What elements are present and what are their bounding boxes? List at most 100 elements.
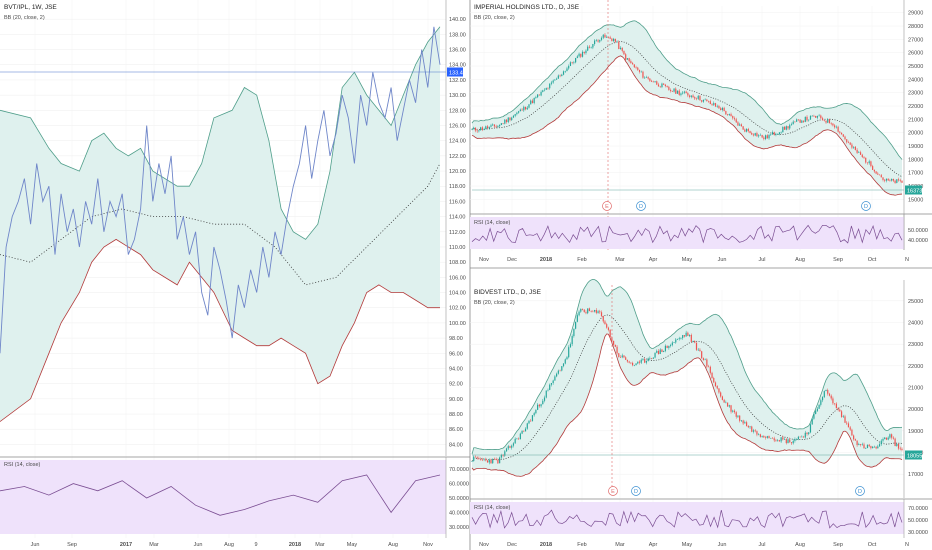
imperial-dividend-marker-2[interactable]: D xyxy=(861,201,871,211)
bidvest-candle xyxy=(697,349,699,351)
bidvest-candle xyxy=(480,459,482,460)
imperial-candle xyxy=(787,126,789,129)
left-price-axis[interactable]: 140.00 138.00 136.00 134.00 132.00 130.00 128.… xyxy=(449,17,466,448)
bidvest-candle xyxy=(752,430,755,432)
imperial-candle xyxy=(499,125,501,127)
bidvest-candle xyxy=(585,312,587,314)
left-price-tick: 124.00 xyxy=(449,139,466,145)
imperial-candle xyxy=(509,117,511,121)
bidvest-candle xyxy=(485,459,487,461)
bidvest-candle xyxy=(573,328,575,337)
bidvest-candle xyxy=(759,434,761,437)
imperial-candle xyxy=(858,152,860,153)
imperial-candle xyxy=(742,126,744,130)
imperial-candle xyxy=(683,91,686,93)
bidvest-candle xyxy=(687,332,689,336)
left-time-axis[interactable]: Jun Sep 2017 Mar Jun Aug 9 2018 Mar May Aug Nov xyxy=(31,542,434,548)
imperial-candle xyxy=(804,116,806,122)
imperial-candle xyxy=(828,119,831,124)
imperial-candle xyxy=(887,178,889,181)
imperial-candle xyxy=(616,41,618,43)
imperial-candle xyxy=(523,106,525,111)
imperial-candle xyxy=(490,125,492,127)
imperial-rsi-tick-2: 40.0000 xyxy=(908,238,928,244)
bidvest-candle xyxy=(889,434,891,438)
left-chart-panel: BVT/IPL, 1W, JSE BB (20, close, 2) 140.0… xyxy=(0,0,466,538)
left-time-tick: 2017 xyxy=(120,542,132,548)
bidvest-candle xyxy=(599,311,601,313)
imperial-price-tick: 24000 xyxy=(908,77,923,83)
imperial-rsi-label: RSI (14, close) xyxy=(474,220,511,226)
bidvest-candle xyxy=(545,390,547,398)
imperial-candle xyxy=(758,135,760,137)
imperial-candle xyxy=(473,127,475,130)
imperial-candle xyxy=(488,126,490,129)
bidvest-time-axis[interactable]: Nov Dec 2018 Feb Mar Apr May Jun Jul Aug Sep Oct N xyxy=(479,542,909,548)
imperial-candle xyxy=(697,95,699,99)
left-price-tick: 92.00 xyxy=(449,382,463,388)
bidvest-candle xyxy=(505,448,508,452)
bidvest-candle xyxy=(847,423,850,428)
imperial-candle xyxy=(504,119,506,124)
bidvest-candle xyxy=(872,446,874,449)
bidvest-earnings-marker[interactable]: E xyxy=(608,486,618,496)
imperial-middle-band-line xyxy=(471,41,903,178)
imperial-candle xyxy=(673,88,675,92)
bidvest-candle xyxy=(896,443,898,446)
imperial-candle xyxy=(550,82,553,84)
left-price-tick: 130.00 xyxy=(449,93,466,99)
imperial-candle xyxy=(530,100,532,105)
imperial-time-tick: 2018 xyxy=(540,257,552,263)
imperial-candle xyxy=(778,132,780,135)
imperial-candle xyxy=(547,87,549,89)
bidvest-band-fill xyxy=(472,279,902,477)
imperial-price-tick: 18000 xyxy=(908,157,923,163)
bidvest-candle xyxy=(621,355,623,358)
bidvest-candle xyxy=(709,366,711,373)
imperial-candle xyxy=(628,58,630,62)
imperial-candle xyxy=(878,174,881,176)
imperial-candle xyxy=(645,77,648,78)
bidvest-candle xyxy=(518,438,520,440)
imperial-candle xyxy=(585,50,587,54)
bidvest-candle xyxy=(483,459,485,460)
left-price-tick: 90.00 xyxy=(449,397,463,403)
bidvest-candle xyxy=(840,411,843,417)
imperial-lower-band-line xyxy=(471,55,903,196)
imperial-price-axis[interactable]: 29000 28000 27000 26000 25000 24000 23000 22000… xyxy=(908,11,923,204)
imperial-time-tick: Nov xyxy=(479,257,489,263)
bidvest-dividend-marker-1[interactable]: D xyxy=(631,486,641,496)
bidvest-candle xyxy=(773,438,775,441)
bidvest-candle xyxy=(647,358,649,361)
imperial-time-axis[interactable]: Nov Dec 2018 Feb Mar Apr May Jun Jul Aug Sep Oct N xyxy=(479,257,909,263)
imperial-dividend-marker-1[interactable]: D xyxy=(636,201,646,211)
imperial-time-tick: Oct xyxy=(868,257,877,263)
bidvest-candle xyxy=(783,439,786,440)
bidvest-candle xyxy=(499,457,501,464)
bidvest-candle xyxy=(526,423,528,429)
imperial-candle xyxy=(609,37,611,39)
bidvest-candle xyxy=(652,357,654,359)
imperial-candle xyxy=(723,107,725,112)
imperial-candle xyxy=(678,90,680,95)
left-price-tick: 118.00 xyxy=(449,184,465,190)
imperial-candle xyxy=(621,47,623,51)
imperial-candle xyxy=(695,98,698,100)
bidvest-candle xyxy=(486,460,489,463)
bidvest-candle xyxy=(695,342,698,350)
imperial-candle xyxy=(732,115,734,119)
bidvest-candle xyxy=(557,370,559,374)
left-time-tick: Sep xyxy=(67,542,77,548)
imperial-candle xyxy=(581,51,584,57)
left-time-tick: Mar xyxy=(149,542,159,548)
imperial-upper-band-line xyxy=(471,20,903,160)
imperial-last-price-badge xyxy=(905,185,922,195)
left-price-tick: 102.00 xyxy=(449,306,466,312)
bidvest-dividend-marker-2[interactable]: D xyxy=(855,486,865,496)
imperial-candle xyxy=(559,75,561,77)
imperial-candle xyxy=(664,84,667,86)
imperial-earnings-marker[interactable]: E xyxy=(602,201,612,211)
bidvest-candle xyxy=(808,432,810,434)
imperial-candle xyxy=(792,121,794,125)
